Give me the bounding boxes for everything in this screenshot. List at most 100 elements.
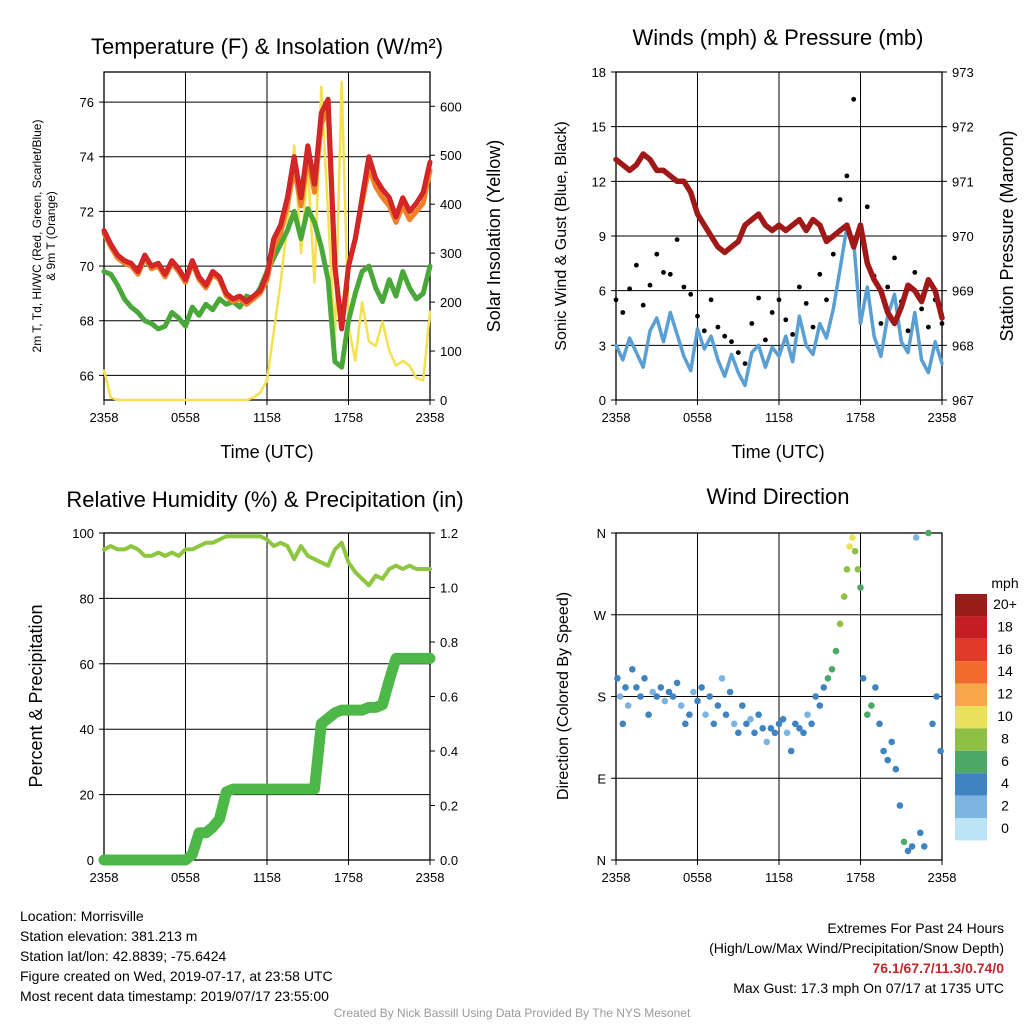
direction-point: [657, 684, 665, 691]
direction-point: [629, 666, 636, 673]
direction-point: [722, 711, 730, 718]
direction-point: [857, 584, 864, 591]
temperature-y-tick-label: 70: [80, 259, 94, 274]
legend-label: 0: [1001, 820, 1009, 836]
direction-point: [925, 529, 932, 537]
direction-x-tick-label: 1158: [765, 870, 793, 885]
humidity-y2-tick-label: 0.6: [440, 690, 458, 705]
winds-x-tick-label: 2358: [928, 410, 957, 425]
legend-swatch: [955, 616, 987, 639]
winds-title: Winds (mph) & Pressure (mb): [633, 25, 924, 50]
direction-point: [921, 843, 928, 850]
gust-point: [919, 306, 924, 312]
gust-point: [749, 321, 755, 326]
direction-point: [876, 720, 883, 728]
direction-point: [637, 693, 644, 700]
temperature-xlabel: Time (UTC): [220, 442, 313, 462]
direction-y-tick-label: S: [597, 690, 606, 705]
direction-x-tick-label: 0558: [683, 870, 712, 885]
direction-point: [649, 688, 656, 696]
gust-point: [885, 284, 891, 290]
direction-point: [832, 647, 840, 655]
direction-point: [868, 702, 875, 709]
direction-point: [851, 547, 859, 555]
temperature-x-tick-label: 1758: [334, 410, 363, 425]
direction-point: [735, 729, 742, 737]
direction-point: [686, 711, 693, 718]
winds-y2-tick-label: 972: [952, 120, 974, 135]
gust-point: [708, 297, 714, 303]
direction-point: [673, 679, 681, 687]
direction-point: [771, 729, 779, 737]
humidity-y2-tick-label: 1.0: [440, 581, 458, 596]
direction-point: [661, 697, 669, 705]
gust-point: [905, 328, 911, 334]
gust-point: [667, 271, 673, 277]
gust-point: [634, 262, 639, 268]
humidity-line: [102, 534, 432, 588]
direction-point: [896, 802, 904, 809]
gust-point: [729, 339, 734, 345]
gust-point: [742, 361, 748, 366]
winds-y-tick-label: 0: [599, 393, 606, 408]
legend-label: 8: [1001, 730, 1009, 746]
recent-data-text: Most recent data timestamp: 2019/07/17 2…: [20, 988, 329, 1004]
station-info: Location: Morrisville Station elevation:…: [20, 906, 333, 1006]
winds-y-tick-label: 15: [592, 120, 606, 135]
winds-x-tick-label: 1158: [765, 410, 793, 425]
temperature-y2-tick-label: 600: [440, 99, 462, 114]
legend-swatch: [955, 773, 987, 796]
legend-label: 12: [997, 686, 1013, 702]
humidity-y2-tick-label: 1.2: [440, 526, 458, 541]
winds-y-tick-label: 3: [599, 338, 606, 353]
gust-point: [817, 271, 823, 277]
direction-point: [779, 715, 787, 723]
gust-point: [939, 321, 945, 326]
legend-label: 14: [997, 663, 1013, 679]
direction-point: [645, 711, 652, 718]
temperature-x-tick-label: 2358: [416, 410, 445, 425]
direction-point: [616, 693, 624, 700]
direction-point: [739, 702, 746, 709]
extremes-info: Extremes For Past 24 Hours (High/Low/Max…: [709, 918, 1004, 998]
humidity-panel: Relative Humidity (%) & Precipitation (i…: [26, 487, 464, 885]
gust-point: [926, 324, 931, 330]
direction-point: [900, 838, 908, 846]
temperature-ylabel-right: Solar Insolation (Yellow): [484, 140, 504, 332]
direction-y-tick-label: E: [597, 771, 606, 786]
legend-swatch: [955, 638, 987, 662]
humidity-x-tick-label: 2358: [90, 870, 119, 885]
direction-point: [908, 843, 916, 850]
temperature-ylabel-line2: & 9m T (Orange): [44, 191, 58, 281]
legend-label: 4: [1001, 775, 1009, 791]
direction-point: [846, 543, 853, 550]
temperature-x-tick-label: 2358: [90, 410, 119, 425]
gust-point: [824, 297, 829, 303]
gust-point: [647, 282, 653, 288]
gust-point: [627, 286, 632, 292]
winds-xlabel: Time (UTC): [731, 442, 824, 462]
direction-point: [726, 688, 734, 696]
gust-point: [715, 324, 721, 330]
legend-swatch: [955, 750, 987, 774]
winds-x-tick-label: 0558: [683, 410, 712, 425]
temperature-y2-tick-label: 200: [440, 295, 462, 310]
direction-point: [622, 684, 629, 691]
direction-point: [787, 747, 795, 755]
gust-point: [763, 337, 768, 343]
winds-ylabel-right: Station Pressure (Maroon): [997, 130, 1017, 341]
humidity-title: Relative Humidity (%) & Precipitation (i…: [66, 487, 463, 512]
gust-point: [756, 295, 761, 301]
gust-point: [864, 204, 870, 210]
direction-point: [747, 715, 754, 723]
direction-point: [824, 675, 832, 682]
gust-point: [661, 270, 666, 275]
latlon-text: Station lat/lon: 42.8839; -75.6424: [20, 948, 227, 964]
temperature-y-tick-label: 72: [80, 204, 94, 219]
direction-point: [820, 684, 828, 691]
legend-label: 10: [997, 708, 1013, 724]
gust-point: [837, 197, 843, 203]
winds-y2-tick-label: 968: [952, 338, 974, 353]
direction-point: [884, 756, 891, 764]
